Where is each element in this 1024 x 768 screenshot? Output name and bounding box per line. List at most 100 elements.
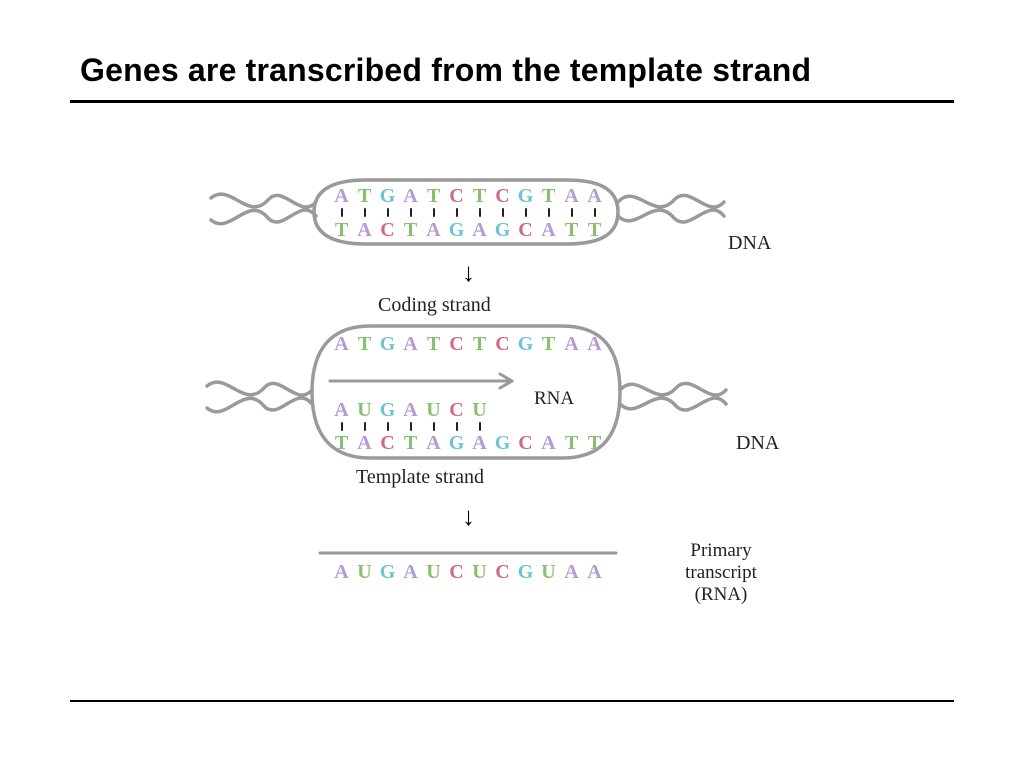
nucleotide-C: C	[376, 433, 399, 453]
nucleotide-A: A	[399, 562, 422, 582]
nucleotide-A: A	[330, 334, 353, 354]
nucleotide-A: A	[583, 334, 606, 354]
nucleotide-C: C	[445, 186, 468, 206]
basepair-tick	[330, 208, 353, 217]
nucleotide-C: C	[445, 400, 468, 420]
nucleotide-U: U	[468, 400, 491, 420]
basepair-tick	[422, 208, 445, 217]
nucleotide-T: T	[399, 433, 422, 453]
basepair-tick	[445, 208, 468, 217]
nucleotide-G: G	[491, 220, 514, 240]
basepair-tick	[330, 422, 353, 431]
nucleotide-T: T	[468, 186, 491, 206]
basepair-tick	[468, 422, 491, 431]
basepair-tick	[491, 208, 514, 217]
dna-label-closed: DNA	[728, 232, 771, 255]
nucleotide-A: A	[353, 220, 376, 240]
rna-template-basepair-ticks	[330, 422, 491, 431]
page-title: Genes are transcribed from the template …	[80, 52, 811, 89]
nucleotide-C: C	[491, 334, 514, 354]
primary-transcript-line2: transcript	[685, 562, 757, 583]
rna-inline-label: RNA	[534, 388, 574, 410]
nucleotide-C: C	[491, 562, 514, 582]
nucleotide-T: T	[537, 334, 560, 354]
basepair-tick	[537, 208, 560, 217]
nucleotide-T: T	[422, 186, 445, 206]
dna-closed-helix-right	[616, 180, 726, 240]
nucleotide-A: A	[583, 562, 606, 582]
nucleotide-A: A	[399, 334, 422, 354]
dna-closed-helix-left	[208, 180, 318, 240]
dna-label-open: DNA	[736, 432, 779, 455]
nucleotide-T: T	[330, 220, 353, 240]
basepair-tick	[353, 422, 376, 431]
nucleotide-G: G	[376, 400, 399, 420]
dna-open-template-strand: TACTAGAGCATT	[330, 433, 606, 453]
basepair-tick	[376, 422, 399, 431]
arrow-down-2: ↓	[462, 502, 475, 532]
nucleotide-A: A	[330, 186, 353, 206]
nucleotide-U: U	[353, 562, 376, 582]
dna-closed-bottom-strand: TACTAGAGCATT	[330, 220, 606, 240]
dna-open-helix-left	[204, 368, 314, 428]
nucleotide-T: T	[330, 433, 353, 453]
arrow-down-1: ↓	[462, 258, 475, 288]
coding-strand-label: Coding strand	[378, 294, 491, 317]
nucleotide-A: A	[399, 400, 422, 420]
nucleotide-C: C	[445, 562, 468, 582]
basepair-tick	[514, 208, 537, 217]
nucleotide-A: A	[468, 433, 491, 453]
nucleotide-T: T	[560, 433, 583, 453]
nucleotide-G: G	[514, 334, 537, 354]
nucleotide-G: G	[376, 562, 399, 582]
basepair-tick	[445, 422, 468, 431]
nucleotide-T: T	[583, 433, 606, 453]
nucleotide-U: U	[422, 400, 445, 420]
nucleotide-T: T	[468, 334, 491, 354]
basepair-tick	[560, 208, 583, 217]
template-strand-label: Template strand	[356, 466, 484, 489]
nucleotide-A: A	[468, 220, 491, 240]
nucleotide-U: U	[537, 562, 560, 582]
nucleotide-G: G	[376, 186, 399, 206]
nucleotide-A: A	[560, 562, 583, 582]
nucleotide-C: C	[376, 220, 399, 240]
nucleotide-U: U	[422, 562, 445, 582]
nucleotide-G: G	[445, 220, 468, 240]
nucleotide-C: C	[445, 334, 468, 354]
rna-product-backbone	[320, 550, 616, 556]
rule-bottom	[70, 700, 954, 702]
basepair-tick	[468, 208, 491, 217]
basepair-tick	[422, 422, 445, 431]
basepair-tick	[399, 422, 422, 431]
nucleotide-C: C	[514, 433, 537, 453]
nucleotide-T: T	[353, 186, 376, 206]
nucleotide-A: A	[353, 433, 376, 453]
nucleotide-T: T	[353, 334, 376, 354]
nucleotide-A: A	[330, 562, 353, 582]
nucleotide-A: A	[537, 433, 560, 453]
nucleotide-A: A	[583, 186, 606, 206]
basepair-tick	[376, 208, 399, 217]
nucleotide-A: A	[422, 220, 445, 240]
nucleotide-T: T	[422, 334, 445, 354]
nucleotide-G: G	[491, 433, 514, 453]
rna-product-strand: AUGAUCUCGUAA	[330, 562, 606, 582]
nucleotide-T: T	[560, 220, 583, 240]
nucleotide-T: T	[537, 186, 560, 206]
primary-transcript-line1: Primary	[690, 540, 751, 561]
nucleotide-A: A	[330, 400, 353, 420]
rule-top	[70, 100, 954, 103]
nucleotide-A: A	[422, 433, 445, 453]
nucleotide-U: U	[468, 562, 491, 582]
dna-open-coding-strand: ATGATCTCGTAA	[330, 334, 606, 354]
basepair-tick	[399, 208, 422, 217]
primary-transcript-label: Primary transcript (RNA)	[656, 540, 786, 606]
nucleotide-A: A	[399, 186, 422, 206]
nucleotide-G: G	[514, 562, 537, 582]
nucleotide-G: G	[445, 433, 468, 453]
nucleotide-G: G	[376, 334, 399, 354]
nucleotide-G: G	[514, 186, 537, 206]
nucleotide-C: C	[491, 186, 514, 206]
nucleotide-A: A	[560, 186, 583, 206]
